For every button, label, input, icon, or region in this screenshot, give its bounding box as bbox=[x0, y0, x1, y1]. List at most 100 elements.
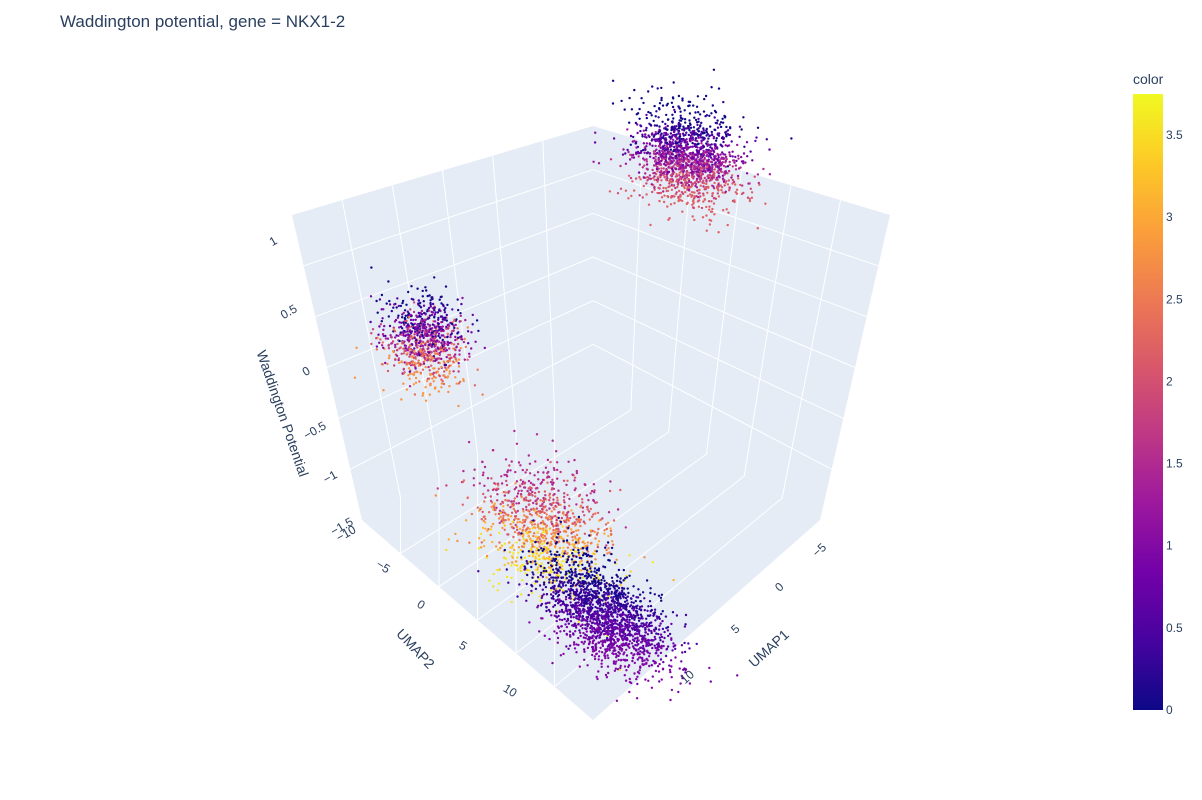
data-point bbox=[570, 570, 573, 573]
data-point bbox=[706, 140, 709, 143]
data-point bbox=[437, 390, 440, 393]
data-point bbox=[430, 329, 434, 332]
data-point bbox=[564, 584, 568, 587]
data-point bbox=[668, 152, 671, 156]
data-point bbox=[674, 142, 677, 145]
data-point bbox=[503, 494, 506, 497]
data-point bbox=[605, 676, 609, 679]
data-point bbox=[596, 531, 599, 534]
data-point bbox=[593, 574, 596, 578]
data-point bbox=[542, 583, 546, 586]
data-point bbox=[654, 619, 657, 622]
data-point bbox=[728, 153, 731, 156]
data-point bbox=[574, 630, 577, 633]
data-point bbox=[688, 137, 691, 141]
data-point bbox=[463, 358, 466, 361]
data-point bbox=[395, 354, 399, 357]
data-point bbox=[602, 602, 605, 606]
data-point bbox=[589, 492, 592, 495]
data-point bbox=[577, 601, 580, 604]
data-point bbox=[692, 164, 696, 167]
data-point bbox=[660, 86, 663, 90]
data-point bbox=[454, 357, 458, 361]
data-point bbox=[531, 490, 534, 494]
data-point bbox=[670, 688, 674, 692]
data-point bbox=[423, 333, 427, 336]
data-point bbox=[433, 337, 437, 340]
data-point bbox=[624, 526, 627, 529]
data-point bbox=[564, 514, 568, 517]
data-point bbox=[695, 172, 698, 175]
data-point bbox=[658, 128, 661, 131]
data-point bbox=[656, 87, 659, 90]
data-point bbox=[616, 668, 620, 671]
data-point bbox=[682, 159, 686, 162]
data-point bbox=[742, 152, 746, 155]
data-point bbox=[555, 554, 558, 557]
data-point bbox=[607, 547, 610, 550]
data-point bbox=[730, 176, 733, 179]
data-point bbox=[578, 537, 581, 540]
data-point bbox=[676, 185, 679, 189]
data-point bbox=[552, 506, 555, 509]
data-point bbox=[392, 306, 395, 309]
data-point bbox=[525, 540, 529, 543]
data-point bbox=[512, 535, 515, 539]
data-point bbox=[560, 625, 563, 628]
data-point bbox=[619, 488, 622, 492]
data-point bbox=[711, 207, 714, 211]
data-point bbox=[432, 340, 435, 343]
data-point bbox=[714, 154, 717, 158]
data-point bbox=[643, 649, 646, 653]
data-point bbox=[731, 182, 734, 185]
data-point bbox=[417, 302, 420, 305]
data-point bbox=[670, 153, 674, 156]
data-point bbox=[727, 133, 730, 136]
data-point bbox=[734, 155, 737, 159]
data-point bbox=[602, 565, 605, 568]
data-point bbox=[697, 111, 700, 114]
data-point bbox=[538, 545, 541, 548]
data-point bbox=[640, 646, 643, 649]
data-point bbox=[666, 124, 669, 128]
data-point bbox=[644, 148, 647, 151]
data-point bbox=[468, 352, 471, 355]
data-point bbox=[652, 119, 655, 123]
data-point bbox=[724, 161, 727, 164]
data-point bbox=[668, 182, 671, 185]
data-point bbox=[560, 618, 564, 622]
data-point bbox=[695, 179, 698, 182]
data-point bbox=[746, 196, 750, 199]
data-point bbox=[542, 569, 545, 573]
data-point bbox=[640, 97, 643, 100]
data-point bbox=[611, 102, 615, 105]
data-point bbox=[628, 632, 631, 635]
data-point bbox=[619, 597, 622, 600]
data-point bbox=[630, 621, 634, 625]
data-point bbox=[571, 598, 574, 601]
data-point bbox=[693, 195, 696, 198]
data-point bbox=[617, 638, 620, 641]
data-point bbox=[639, 129, 642, 133]
data-point bbox=[402, 332, 405, 335]
data-point bbox=[601, 517, 604, 520]
data-point bbox=[623, 600, 627, 603]
data-point bbox=[595, 576, 598, 580]
data-point bbox=[419, 322, 422, 325]
data-point bbox=[382, 308, 385, 311]
data-point bbox=[708, 173, 712, 177]
data-point bbox=[614, 627, 617, 631]
data-point bbox=[670, 126, 674, 129]
data-point bbox=[657, 153, 661, 156]
data-point bbox=[408, 377, 411, 380]
data-point bbox=[658, 636, 662, 639]
data-point bbox=[677, 105, 680, 108]
data-point bbox=[403, 349, 406, 353]
data-point bbox=[671, 157, 674, 160]
data-point bbox=[707, 148, 710, 152]
data-point bbox=[570, 558, 574, 561]
data-point bbox=[675, 145, 678, 148]
data-point bbox=[586, 569, 589, 572]
data-point bbox=[696, 143, 699, 146]
